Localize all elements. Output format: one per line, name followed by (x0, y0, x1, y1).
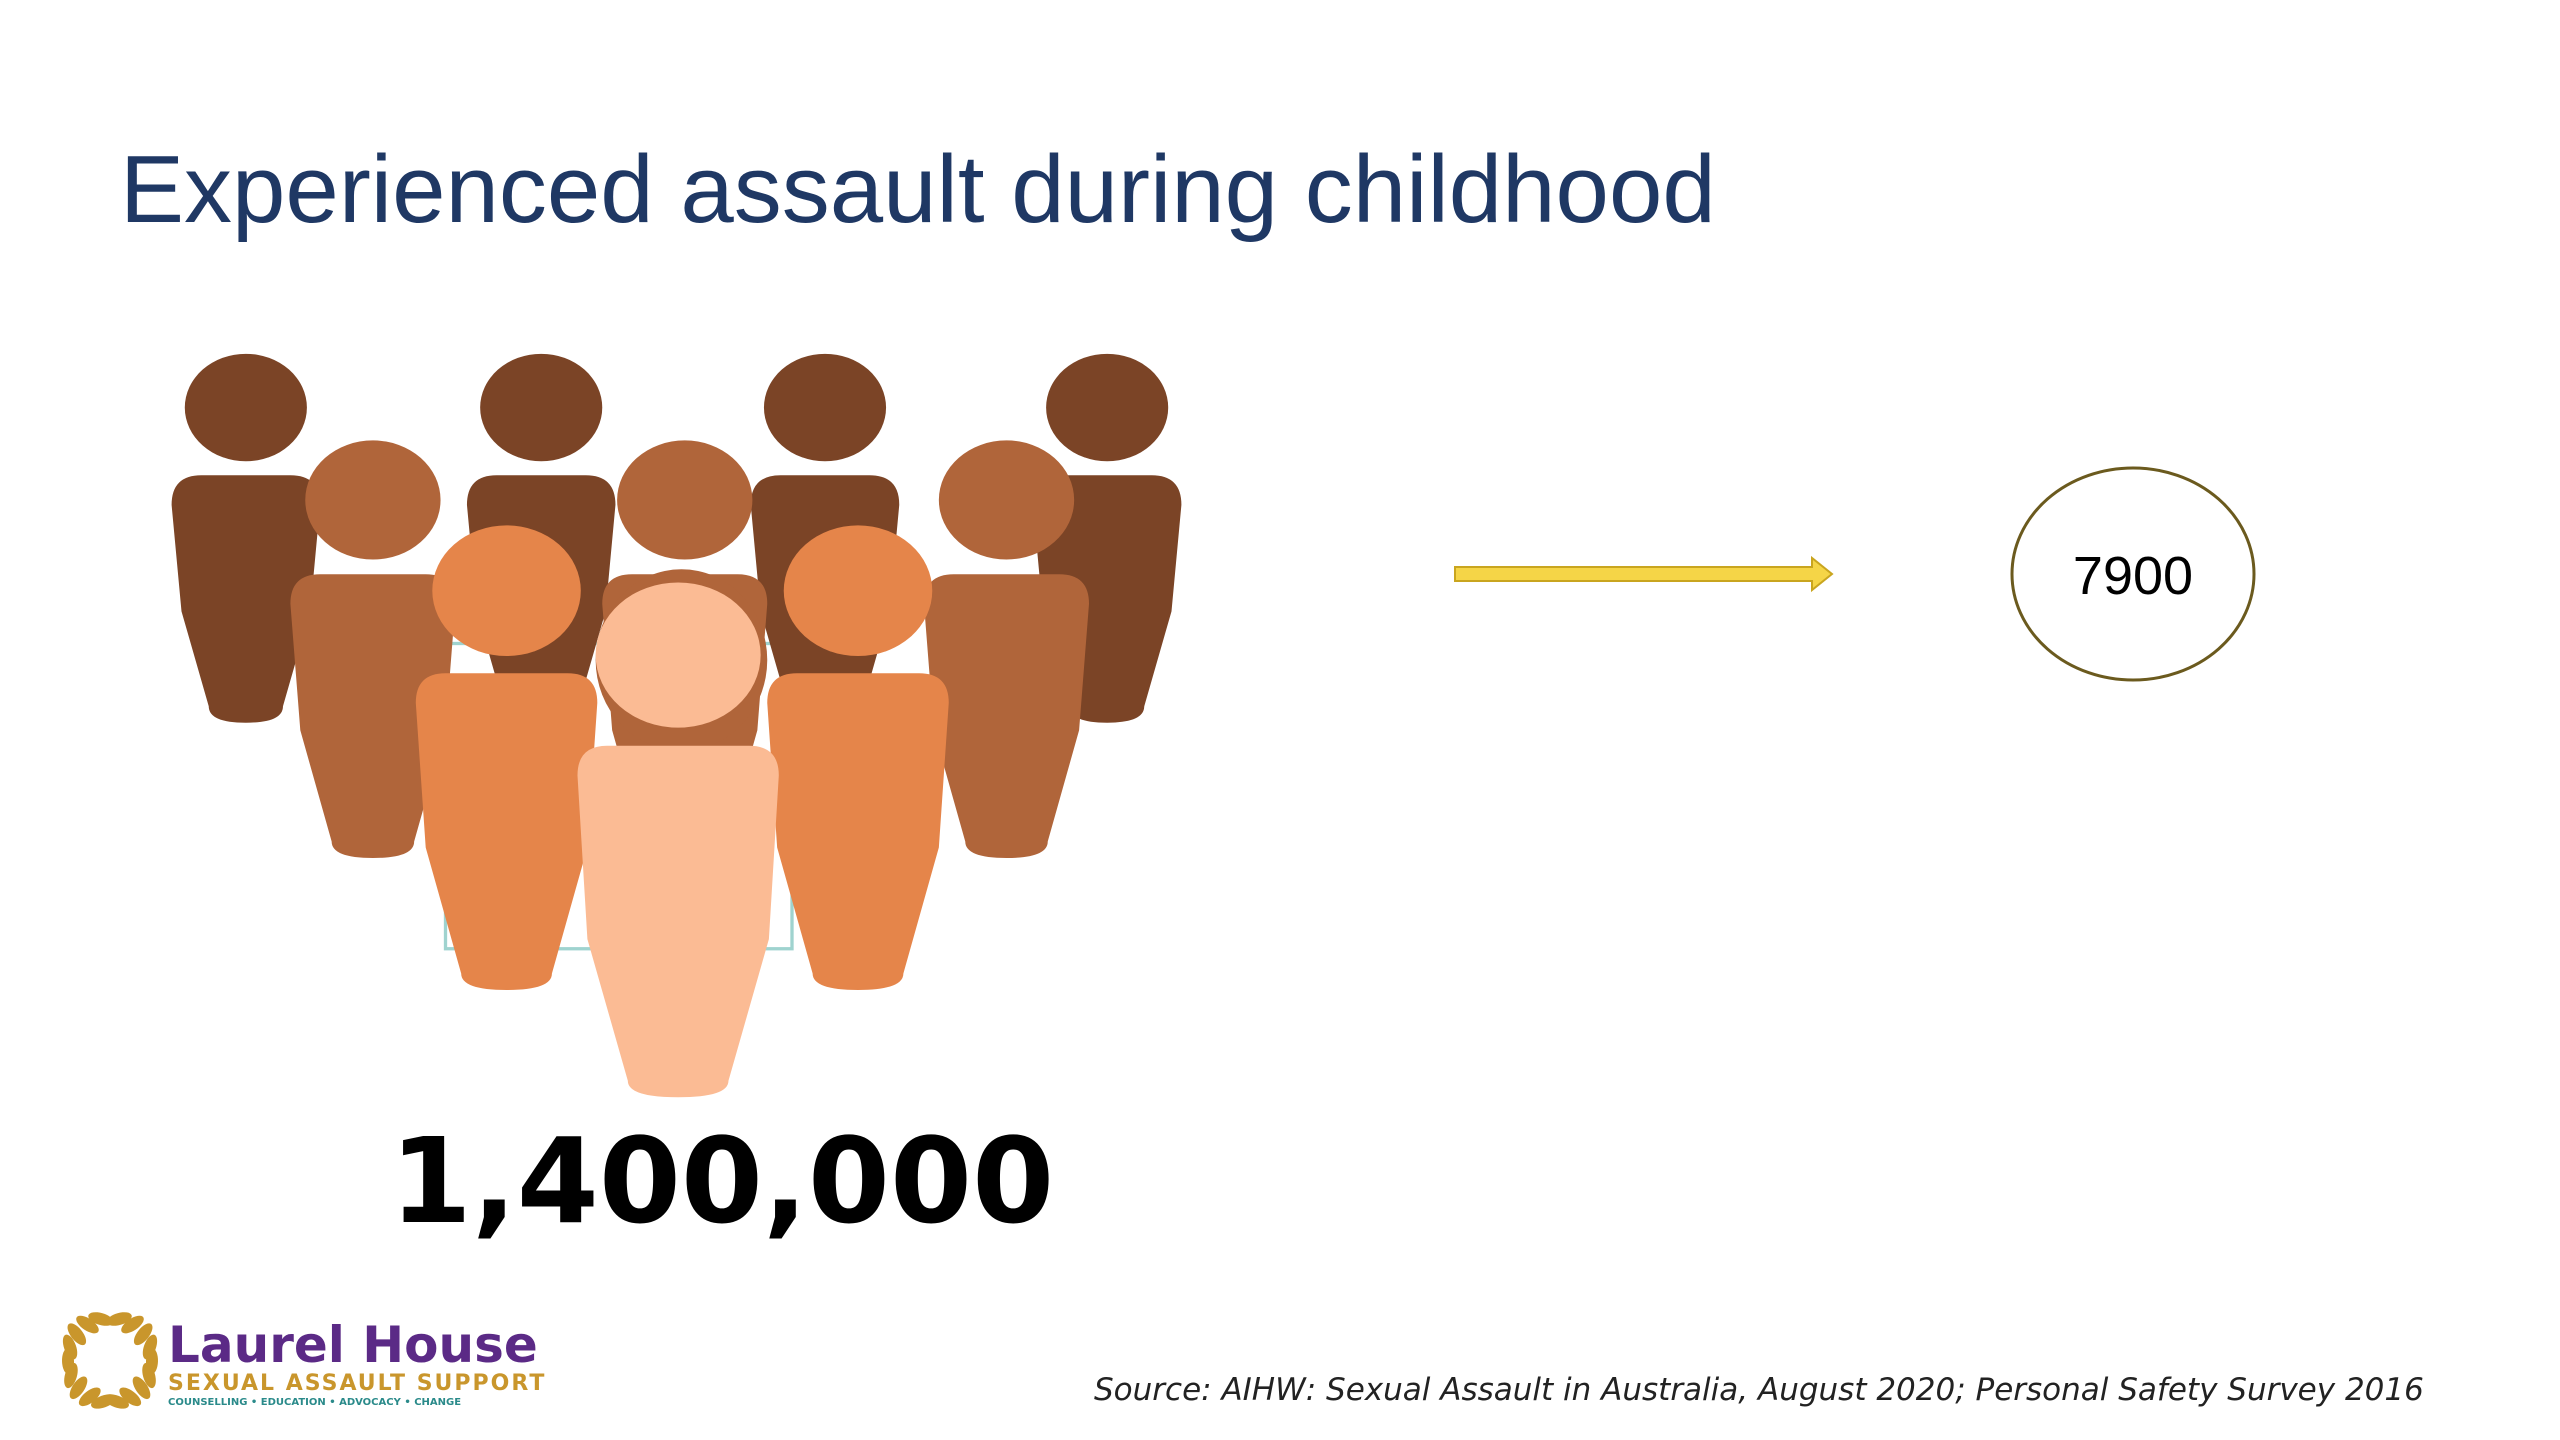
logo-services: COUNSELLING • EDUCATION • ADVOCACY • CHA… (168, 1397, 461, 1408)
person-head (763, 353, 887, 462)
person (171, 353, 321, 723)
person-head (783, 525, 933, 657)
logo-wreath (62, 1312, 158, 1409)
leaf (78, 1387, 101, 1407)
slide-title: Experienced assault during childhood (120, 136, 1716, 243)
person-body (924, 574, 1090, 859)
big-number: 1,400,000 (390, 1112, 1054, 1250)
leaf (76, 1315, 99, 1334)
person-head (938, 440, 1075, 560)
person (767, 525, 949, 991)
people-icon (171, 353, 1182, 1098)
leaf (132, 1376, 151, 1400)
leaf (121, 1315, 144, 1334)
person-head (480, 353, 603, 462)
person-head (1046, 353, 1169, 462)
leaf (119, 1387, 142, 1407)
person (290, 440, 456, 859)
person-head (432, 525, 581, 657)
leaf (69, 1376, 88, 1400)
person-head (617, 440, 753, 560)
person-body (415, 673, 598, 991)
logo-name: Laurel House (168, 1316, 538, 1374)
person-body (171, 475, 321, 723)
arrow (1454, 555, 1834, 593)
person-head (595, 582, 761, 728)
leaf (62, 1334, 78, 1360)
person-head (184, 353, 307, 462)
person (924, 440, 1090, 859)
person (577, 582, 779, 1098)
circle (2010, 466, 2256, 682)
leaf (106, 1312, 132, 1326)
person-head (305, 440, 441, 560)
logo-tagline: SEXUAL ASSAULT SUPPORT (168, 1371, 546, 1396)
source: Source: AIHW: Sexual Assault in Australi… (1094, 1372, 2424, 1408)
leaf (142, 1334, 158, 1360)
person-body (290, 574, 456, 859)
person-body (767, 673, 949, 991)
person-body (577, 745, 779, 1098)
leaf (67, 1323, 87, 1346)
person (415, 525, 598, 991)
circle-value: 7900 (2073, 546, 2193, 606)
leaf (133, 1323, 153, 1346)
